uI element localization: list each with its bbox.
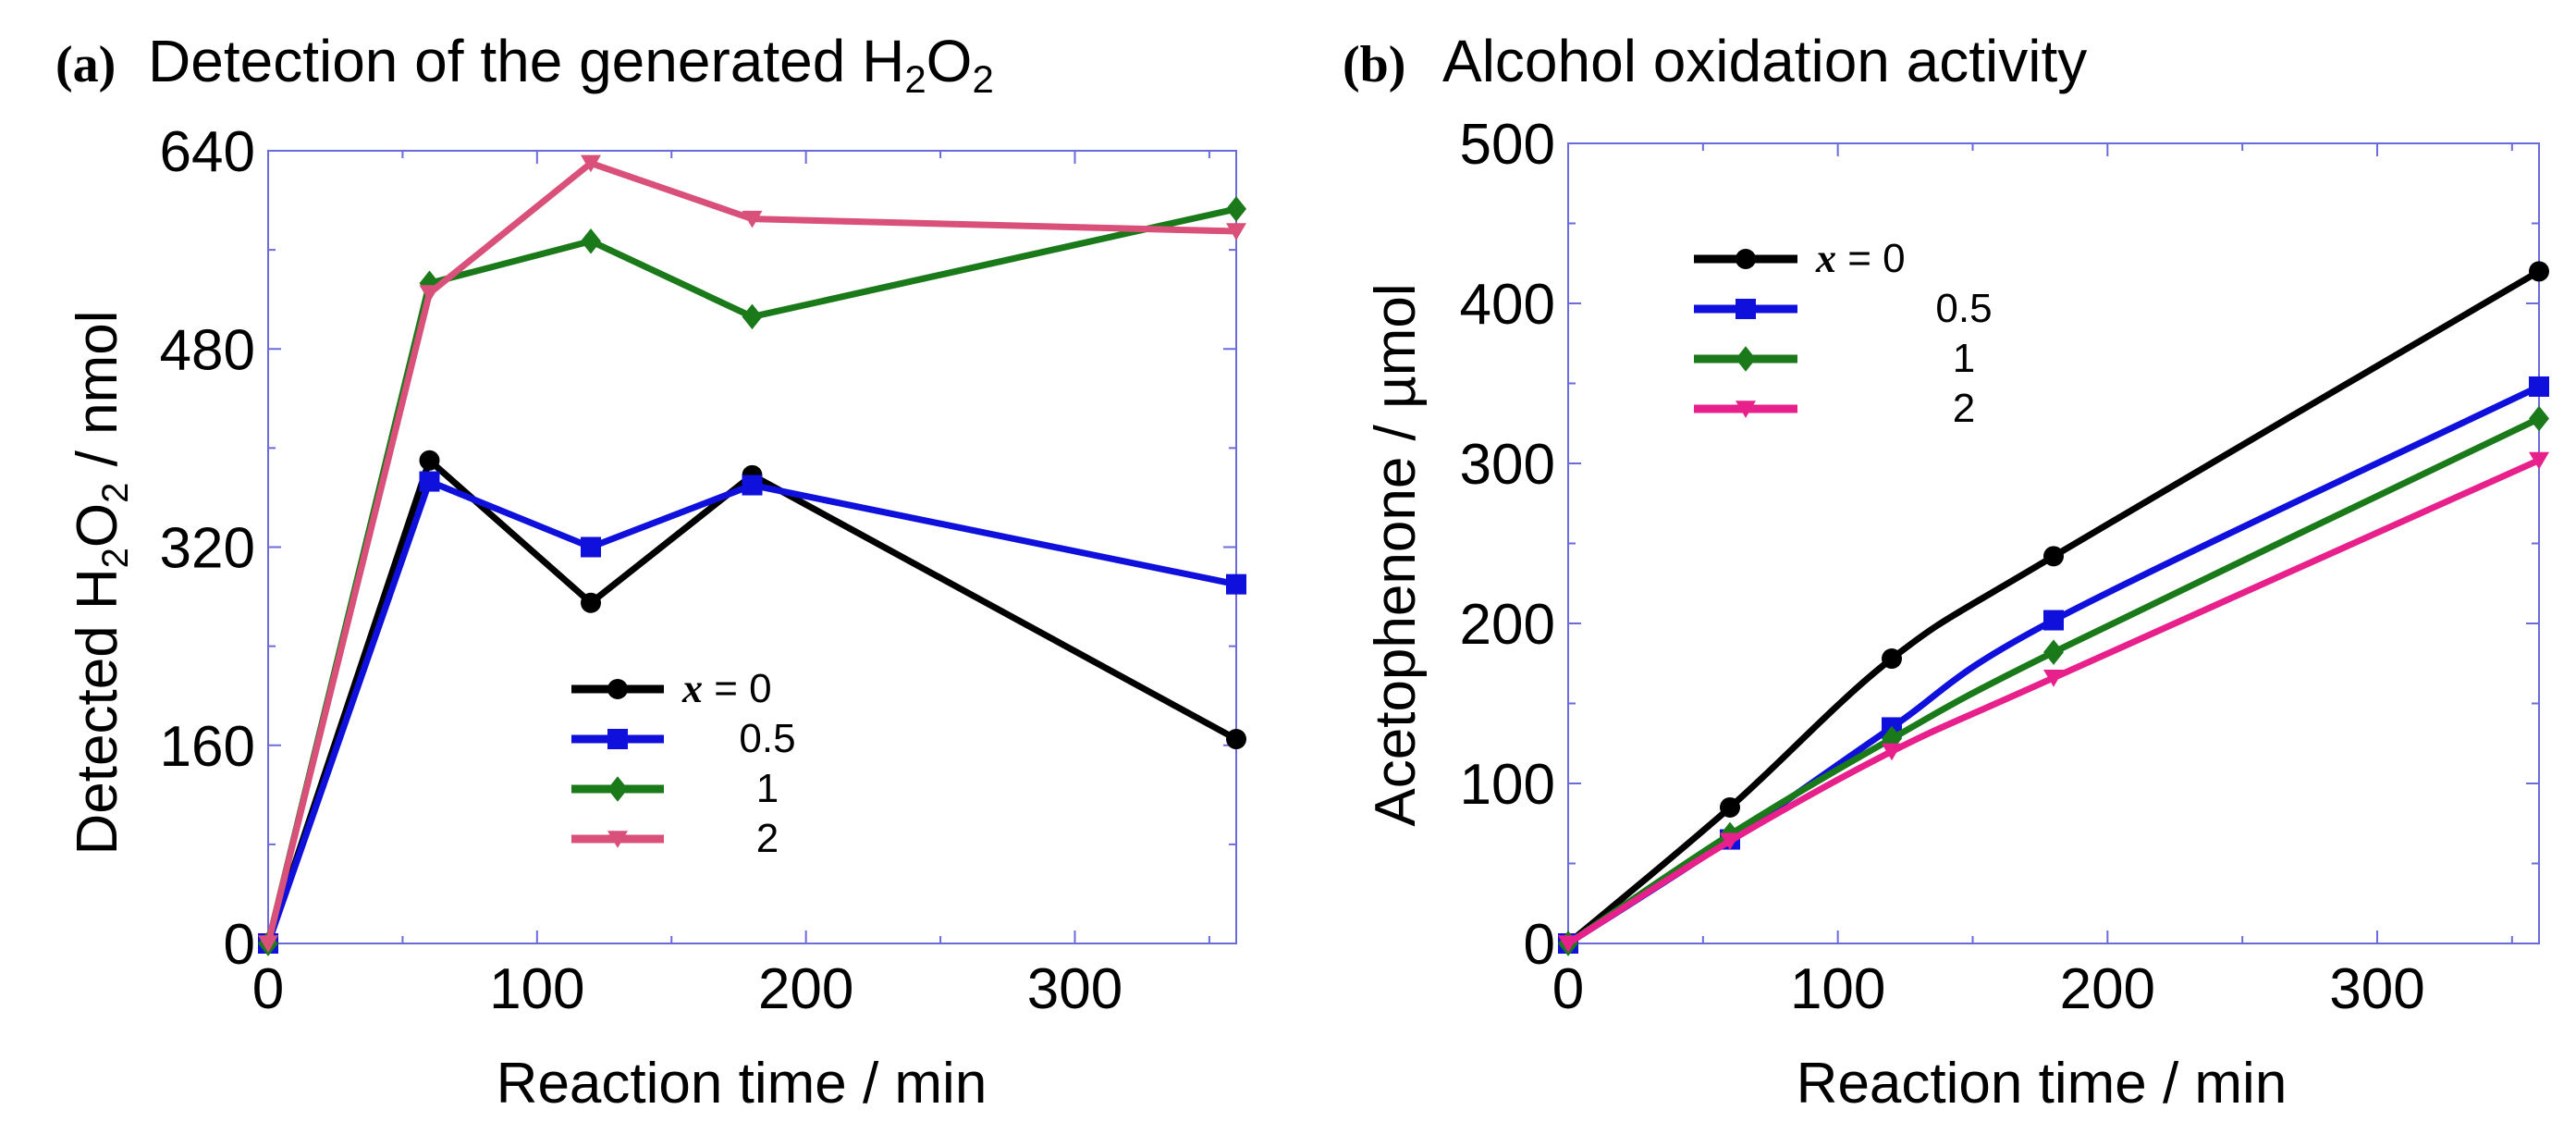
panel-a-y-tick-label: 640 xyxy=(160,120,255,184)
panel-b-y-tick-label: 400 xyxy=(1460,273,1555,337)
panel-b-y-tick-label: 300 xyxy=(1460,433,1555,497)
panel-b-legend-0-5-marker xyxy=(1736,299,1756,319)
panel-a-series-2-point xyxy=(742,210,763,228)
panel-b-x-tick-label: 300 xyxy=(2329,957,2424,1021)
panel-b-legend-0-marker xyxy=(1736,249,1756,269)
panel-a-series-1-point xyxy=(581,228,601,254)
panel-b-series-1-point xyxy=(2529,405,2549,432)
panel-a-series-0-5-point xyxy=(742,475,763,496)
panel-a-y-tick-label: 320 xyxy=(160,517,255,581)
panel-b-legend-0-5-label: 0.5 xyxy=(1935,286,1992,331)
panel-a-series-0-5-line xyxy=(264,476,1237,945)
panel-a-series-0-5-point xyxy=(419,471,440,492)
panel-b-x-tick-label: 200 xyxy=(2060,957,2155,1021)
panel-a-title: Detection of the generated H2O2 xyxy=(148,28,994,101)
panel-b-series-2-point xyxy=(2529,451,2549,470)
panel-b-legend-0-label: x = 0 xyxy=(1815,236,1906,281)
panel-a-x-tick-label: 100 xyxy=(489,957,584,1021)
panel-b-series-0-point xyxy=(2043,546,2064,567)
panel-a-series-1-point xyxy=(742,303,763,330)
panel-b-y-tick-label: 500 xyxy=(1460,113,1555,177)
panel-a-x-tick-label: 200 xyxy=(758,957,853,1021)
panel-b-x-axis-label: Reaction time / min xyxy=(1797,1052,2288,1116)
panel-b-series-2-point xyxy=(1882,743,1902,761)
panel-b-y-tick-label: 100 xyxy=(1460,753,1555,817)
panel-b-series-0-line xyxy=(1565,268,2541,946)
panel-b-legend-1-label: 1 xyxy=(1953,336,1975,381)
panel-b-plot: 0 100 200 300 400 500 0 100 200 300 x = 0 0.5 1 2 xyxy=(1460,113,2549,1021)
panel-b-y-tick-label: 0 xyxy=(1524,913,1555,977)
panel-a-legend-0-marker xyxy=(607,679,628,699)
panel-b-series-0-5-point xyxy=(2043,610,2064,631)
panel-b-series-0-point xyxy=(1882,648,1902,670)
panel-b-series-2-point xyxy=(2043,670,2064,687)
panel-a-y-tick-label: 0 xyxy=(224,913,255,977)
panel-b-x-tick-label: 100 xyxy=(1790,957,1885,1021)
panel-a-x-tick-label: 0 xyxy=(252,957,284,1021)
panel-a-series-2-point xyxy=(581,154,601,173)
panel-a-series-0-5-point xyxy=(581,536,601,558)
panel-b-series-1-line xyxy=(1566,415,2541,946)
panel-a-y-tick-label: 480 xyxy=(160,318,255,382)
panel-b-legend-1-marker xyxy=(1736,346,1756,372)
panel-b-series-0-5-point xyxy=(2529,376,2549,397)
panel-b-legend-2-label: 2 xyxy=(1953,386,1975,431)
panel-b-series-1-point xyxy=(2043,639,2064,665)
panel-a-legend-2-label: 2 xyxy=(756,816,779,861)
panel-a-x-axis-label: Reaction time / min xyxy=(497,1052,987,1116)
panel-b-x-tick-label: 0 xyxy=(1552,957,1584,1021)
panel-b-series-2-line xyxy=(1566,457,2541,946)
panel-b-series-0-5-line xyxy=(1566,383,2541,946)
panel-b-title: Alcohol oxidation activity xyxy=(1442,28,2087,94)
panel-a-series-0-point xyxy=(1226,729,1246,750)
panel-b-y-tick-label: 200 xyxy=(1460,593,1555,657)
panel-a-x-tick-label: 300 xyxy=(1027,957,1122,1021)
panel-a-series-2-point xyxy=(1226,223,1246,240)
panel-a-letter: (a) xyxy=(55,36,116,93)
panel-b-series-2-point xyxy=(1720,832,1740,851)
panel-a-series-0-point xyxy=(419,450,440,471)
panel-b-series-0-point xyxy=(2529,261,2549,282)
panel-a-y-axis-label: Detected H2O2 / nmol xyxy=(66,311,136,856)
panel-a-plot-frame xyxy=(267,150,1237,944)
panel-a-legend-0-5-label: 0.5 xyxy=(739,716,795,761)
panel-a-y-tick-label: 160 xyxy=(160,715,255,779)
panel-a-legend-1-marker xyxy=(607,776,628,802)
panel-a-legend-2-marker xyxy=(607,831,628,848)
panel-a-series-0-point xyxy=(581,592,601,613)
panel-a-plot: 0 160 320 480 640 0 100 200 300 x = 0 0.5 1 2 xyxy=(160,120,1246,1021)
panel-a-legend-0-label: x = 0 xyxy=(681,666,772,711)
panel-a-legend-0-5-marker xyxy=(607,729,628,749)
panel-a-series-2-point xyxy=(258,935,278,953)
panel-b-legend-2-marker xyxy=(1736,401,1756,418)
panel-a-series-1-point xyxy=(1226,196,1246,222)
panel-a-series-2-point xyxy=(419,285,440,302)
panel-a-legend-1-label: 1 xyxy=(756,766,779,811)
panel-b-series-2-point xyxy=(1558,935,1578,953)
panel-b-y-axis-label: Acetophenone / µmol xyxy=(1364,283,1428,826)
panel-b-series-0-point xyxy=(1720,796,1740,818)
panel-b-letter: (b) xyxy=(1343,36,1405,93)
panel-a-series-0-5-point xyxy=(1226,573,1246,595)
